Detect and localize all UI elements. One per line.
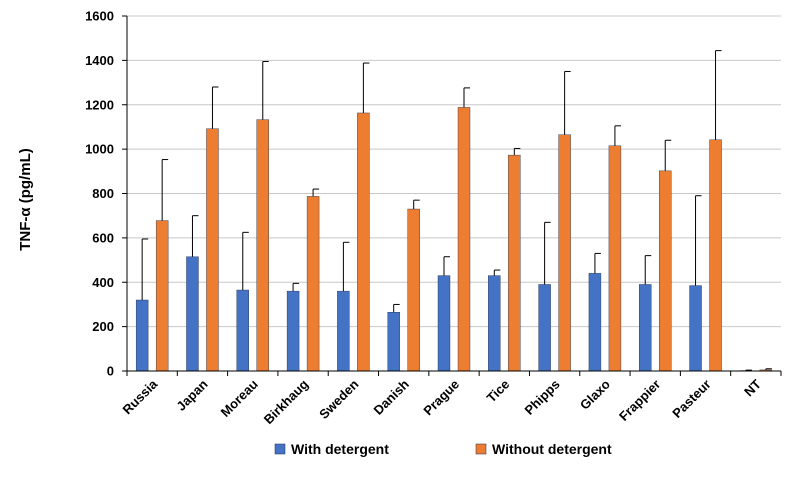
bar-with-detergent [588,273,602,372]
bar-without-detergent [206,128,219,372]
bar-without-detergent [608,145,622,372]
x-tick-label: Prague [420,377,462,419]
bar-without-detergent [256,119,269,372]
bar-with-detergent [135,299,149,372]
bar-with-detergent [286,290,300,372]
error-bars [141,50,772,371]
x-tick-label: Frappier [616,377,663,424]
bar-without-detergent [659,170,672,372]
x-tick-label: Birkhaug [261,376,311,426]
bar-without-detergent [709,139,722,372]
bar-with-detergent [236,289,249,372]
bar-without-detergent [508,154,521,372]
y-axis-title: TNF-α (pg/mL) [17,148,34,251]
legend-label: Without detergent [492,441,612,457]
x-tick-label: Phipps [521,377,562,418]
bar-with-detergent [337,290,350,372]
x-tick-label: Japan [173,376,210,413]
y-tick-labels: 0 200 400 600 800 1000 1200 1400 1600 [85,9,127,379]
x-tick-label: Danish [371,376,412,417]
bar-with-detergent [639,284,652,372]
bars [135,107,773,372]
y-tick-label: 0 [107,364,114,379]
bar-without-detergent [357,112,370,372]
bar-with-detergent [689,285,702,372]
legend: With detergent Without detergent [274,441,612,457]
bar-without-detergent [155,220,169,372]
x-tick-label: Pasteur [669,377,713,421]
x-tick-labels: Russia Japan Moreau Birkhaug Sweden Danish Pra… [120,371,782,427]
x-tick-label: Sweden [316,376,361,421]
y-tick-label: 1400 [85,53,114,68]
bar-with-detergent [387,312,400,372]
x-tick-label: Russia [120,376,161,417]
legend-swatch [274,443,286,455]
x-tick-label: NT [741,376,764,399]
y-tick-label: 600 [92,230,114,245]
bar-without-detergent [306,196,320,372]
y-tick-label: 400 [92,275,114,290]
y-tick-label: 1200 [85,97,114,112]
y-tick-label: 200 [92,319,114,334]
bar-with-detergent [488,275,501,372]
bar-without-detergent [558,134,571,372]
bar-without-detergent [407,208,420,372]
legend-label: With detergent [291,441,389,457]
legend-swatch [475,443,487,455]
y-tick-label: 1600 [85,9,114,24]
x-tick-label: Glaxo [577,376,613,412]
x-tick-label: Moreau [218,376,261,419]
x-tick-label: Tice [484,377,513,406]
bar-with-detergent [538,284,551,372]
bar-with-detergent [186,256,199,372]
y-tick-label: 1000 [85,142,114,157]
bar-with-detergent [437,275,451,372]
y-tick-label: 800 [92,186,114,201]
gridlines [127,15,781,328]
bar-without-detergent [457,107,471,372]
